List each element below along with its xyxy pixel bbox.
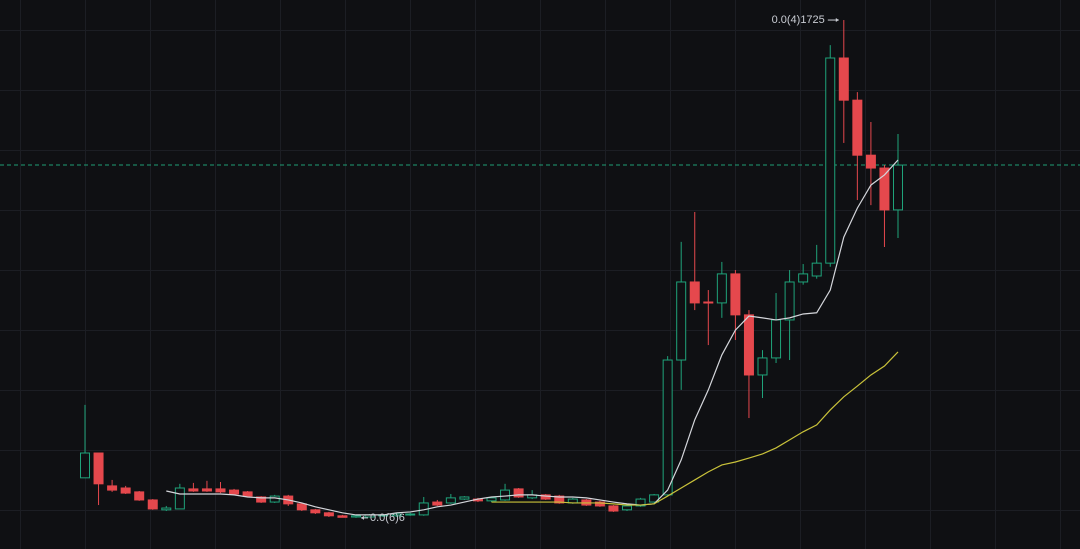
candle-body — [825, 57, 836, 264]
candle-body — [269, 495, 280, 503]
candle-body — [703, 301, 714, 304]
candle-body — [310, 509, 321, 514]
candle-body — [323, 512, 334, 517]
candle-body — [486, 497, 497, 502]
candle-body — [120, 487, 131, 494]
candle-body — [662, 359, 673, 496]
candle-body — [296, 503, 307, 511]
candle-body — [865, 154, 876, 169]
candle-body — [838, 57, 849, 101]
candle-body — [622, 505, 632, 511]
candle-body — [608, 505, 619, 512]
candle-body — [811, 262, 822, 277]
ma-line — [166, 159, 899, 516]
candle-body — [107, 485, 118, 491]
candle-body — [93, 452, 104, 485]
ma-line — [491, 351, 899, 506]
candle-body — [784, 281, 795, 321]
candle-body — [256, 496, 267, 503]
annotation-arrowhead — [835, 18, 839, 23]
candle-body — [689, 281, 700, 304]
annotation-label: 0.0(4)1725 — [772, 14, 825, 26]
candle-body — [242, 491, 253, 497]
candle-body — [337, 515, 348, 518]
candle-body — [513, 488, 524, 498]
candle-body — [80, 452, 90, 479]
candle-body — [351, 515, 361, 518]
candle-body — [432, 501, 443, 506]
candle-body — [147, 499, 158, 510]
candle-body — [201, 488, 212, 492]
candle-body — [500, 489, 511, 501]
candle-body — [405, 513, 416, 516]
candle-body — [134, 491, 145, 501]
candle-body — [893, 164, 903, 211]
candle-body — [676, 281, 687, 361]
candle-body — [229, 489, 240, 495]
candle-body — [594, 501, 605, 507]
candle-body — [459, 496, 470, 500]
candle-body — [188, 488, 199, 492]
candle-body — [798, 273, 809, 283]
candle-body — [391, 513, 402, 517]
candle-body — [554, 495, 565, 504]
candle-body — [174, 487, 185, 510]
candle-body — [852, 99, 863, 156]
candle-body — [161, 507, 172, 511]
candle-body — [879, 167, 890, 211]
candle-body — [445, 497, 456, 504]
annotation-label: 0.0(6)6 — [370, 512, 405, 524]
candle-body — [757, 357, 768, 376]
candle-body — [730, 273, 741, 316]
candle-body — [743, 314, 754, 376]
annotation-arrowhead — [361, 515, 364, 520]
candle-body — [771, 319, 782, 359]
candle-body — [215, 488, 226, 493]
candle-body — [716, 273, 727, 304]
candle-body — [635, 498, 646, 507]
